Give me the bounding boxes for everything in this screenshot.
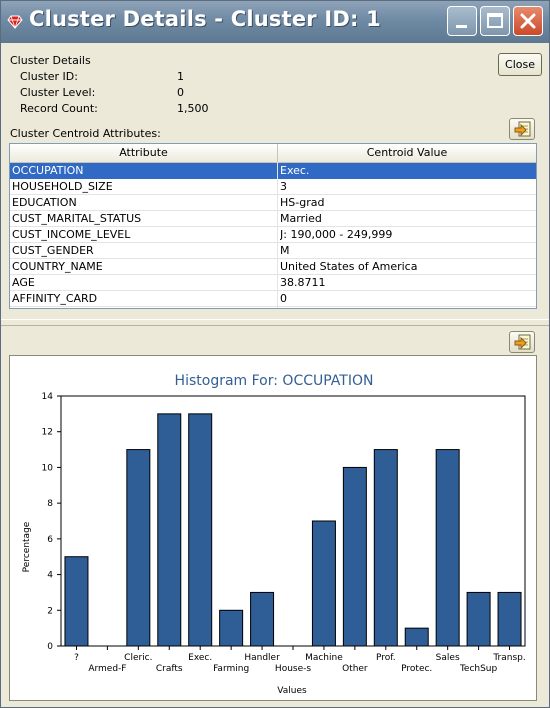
attribute-cell: OCCUPATION [12, 164, 84, 177]
table-row[interactable]: HOUSEHOLD_SIZE 3 [10, 179, 536, 195]
centroid-value-cell: Exec. [280, 164, 310, 177]
export-chart-button[interactable] [509, 331, 535, 353]
centroid-value-cell: 38.8711 [280, 276, 326, 289]
centroid-value-cell: 0 [280, 292, 287, 305]
histogram-bar [219, 609, 244, 647]
close-icon [520, 13, 536, 29]
table-row[interactable]: CUST_GENDER M [10, 243, 536, 259]
histogram-bar [404, 627, 429, 647]
y-tick-label: 6 [47, 535, 53, 545]
x-tick-label: Farming [213, 664, 249, 674]
histogram-bar [497, 591, 522, 647]
centroid-value-cell: Married [280, 212, 322, 225]
y-tick-label: 2 [47, 606, 53, 616]
cluster-id-value: 1 [177, 70, 184, 83]
x-tick-label: Machine [305, 653, 343, 663]
histogram-bar [126, 449, 151, 647]
cluster-details-heading: Cluster Details [10, 54, 91, 67]
y-tick-label: 12 [42, 428, 53, 438]
table-row[interactable]: COUNTRY_NAME United States of America [10, 259, 536, 275]
x-tick-label: Sales [436, 653, 460, 663]
x-tick-label: Prof. [376, 653, 396, 663]
table-row[interactable]: EDUCATION HS-grad [10, 195, 536, 211]
cluster-id-label: Cluster ID: [20, 70, 78, 83]
panel-splitter[interactable] [1, 319, 549, 326]
x-axis-label: Values [277, 686, 307, 696]
export-icon [514, 334, 531, 350]
histogram-bar [373, 449, 398, 647]
window-title: Cluster Details - Cluster ID: 1 [29, 7, 381, 31]
close-button-label: Close [505, 58, 535, 71]
attribute-cell: CUST_MARITAL_STATUS [12, 212, 142, 225]
x-tick-label: Cleric. [124, 653, 152, 663]
table-row[interactable]: AGE 38.8711 [10, 275, 536, 291]
export-icon [514, 121, 531, 137]
x-tick-label: Transp. [492, 653, 525, 663]
table-header: Attribute Centroid Value [10, 144, 536, 163]
export-table-button[interactable] [509, 118, 535, 140]
column-header-attribute[interactable]: Attribute [10, 144, 278, 162]
histogram-bar [342, 466, 367, 647]
cluster-gem-icon [7, 15, 23, 30]
centroid-table[interactable]: Attribute Centroid Value OCCUPATION Exec.… [9, 143, 537, 309]
histogram-bar [64, 556, 89, 647]
cluster-level-value: 0 [177, 86, 184, 99]
centroid-value-cell: J: 190,000 - 249,999 [280, 228, 393, 241]
centroid-attributes-label: Cluster Centroid Attributes: [10, 127, 161, 140]
minimize-button[interactable] [447, 6, 477, 36]
attribute-cell: HOUSEHOLD_SIZE [12, 180, 113, 193]
x-tick-label: Protec. [401, 664, 432, 674]
x-tick-label: Crafts [156, 664, 183, 674]
window-close-button[interactable] [513, 6, 543, 36]
table-row[interactable]: OCCUPATION Exec. [10, 163, 536, 179]
y-tick-label: 0 [47, 642, 53, 652]
x-tick-label: ? [74, 653, 79, 663]
centroid-value-cell: 3 [280, 180, 287, 193]
histogram-bar [157, 413, 182, 647]
histogram-bar [435, 449, 460, 647]
x-tick-label: House-s [275, 664, 311, 674]
maximize-icon [487, 13, 503, 28]
attribute-cell: AGE [12, 276, 35, 289]
attribute-cell: AFFINITY_CARD [12, 292, 98, 305]
title-bar[interactable]: Cluster Details - Cluster ID: 1 [1, 1, 549, 43]
y-tick-label: 14 [42, 392, 54, 402]
table-row[interactable]: CUST_MARITAL_STATUS Married [10, 211, 536, 227]
table-row[interactable]: AFFINITY_CARD 0 [10, 291, 536, 307]
centroid-value-cell: United States of America [280, 260, 418, 273]
minimize-icon [456, 25, 467, 28]
maximize-button[interactable] [480, 6, 510, 36]
histogram-panel: Histogram For: OCCUPATION Percentage Val… [9, 355, 537, 701]
column-header-centroid-value[interactable]: Centroid Value [366, 146, 448, 159]
attribute-cell: COUNTRY_NAME [12, 260, 103, 273]
attribute-cell: EDUCATION [12, 196, 77, 209]
histogram-bar [188, 413, 213, 647]
y-tick-label: 10 [42, 463, 54, 473]
table-row[interactable]: CUST_INCOME_LEVEL J: 190,000 - 249,999 [10, 227, 536, 243]
y-tick-label: 8 [47, 499, 53, 509]
x-tick-label: Other [342, 664, 368, 674]
histogram-bar [250, 591, 275, 647]
histogram-bar [466, 591, 491, 647]
histogram-bar [311, 520, 336, 647]
centroid-value-cell: M [280, 244, 290, 257]
x-tick-label: Handler [244, 653, 280, 663]
column-divider [277, 162, 278, 308]
attribute-cell: CUST_INCOME_LEVEL [12, 228, 131, 241]
chart-title: Histogram For: OCCUPATION [175, 373, 374, 389]
x-tick-label: Exec. [188, 653, 212, 663]
y-tick-label: 4 [47, 571, 53, 581]
histogram-chart: Histogram For: OCCUPATION Percentage Val… [22, 373, 526, 696]
x-tick-label: Armed-F [88, 664, 126, 674]
close-button[interactable]: Close [498, 53, 542, 76]
record-count-value: 1,500 [177, 102, 209, 115]
attribute-cell: CUST_GENDER [12, 244, 94, 257]
cluster-level-label: Cluster Level: [20, 86, 96, 99]
x-tick-label: TechSup [459, 664, 498, 674]
record-count-label: Record Count: [20, 102, 98, 115]
centroid-value-cell: HS-grad [280, 196, 325, 209]
y-axis-label: Percentage [22, 521, 32, 572]
